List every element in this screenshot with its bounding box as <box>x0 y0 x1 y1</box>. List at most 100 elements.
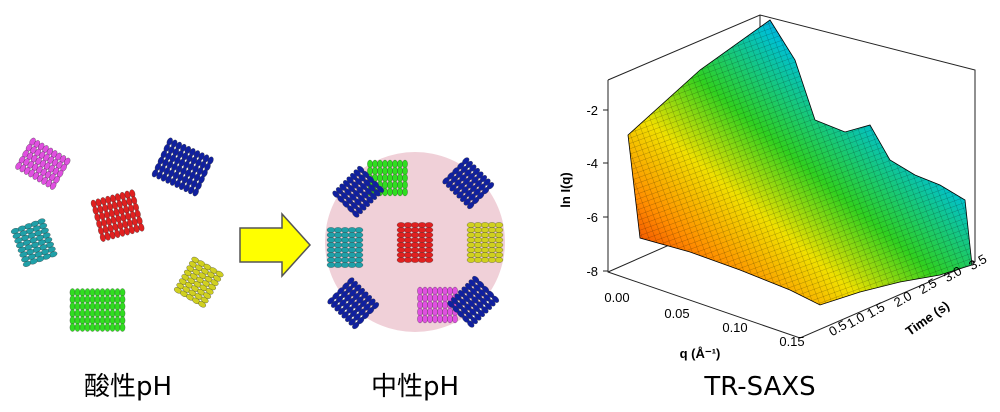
helix-turn <box>396 242 406 248</box>
helix-turn <box>473 232 483 238</box>
helix-turn <box>354 227 364 233</box>
helix-turn <box>473 247 483 253</box>
helix-turn <box>403 252 413 258</box>
helix-turn <box>427 293 433 303</box>
helix-turn <box>452 314 458 324</box>
x-tick-label: 0.15 <box>779 334 804 349</box>
helix-turn <box>79 295 86 304</box>
helix-bundle <box>447 275 500 328</box>
helix-turn <box>99 302 106 311</box>
helix-turn <box>467 201 475 210</box>
helix-turn <box>466 227 476 233</box>
helix-turn <box>410 232 420 238</box>
helix-turn <box>487 237 497 243</box>
helix-turn <box>347 257 357 263</box>
helix-turn <box>119 309 126 318</box>
helix-turn <box>333 247 343 253</box>
helix-turn <box>354 262 364 268</box>
helix-turn <box>427 300 433 310</box>
helix-turn <box>49 182 57 190</box>
helix-turn <box>410 257 420 263</box>
helix-turn <box>74 302 81 311</box>
helix-turn <box>94 295 101 304</box>
helix-turn <box>382 166 388 176</box>
helix-turn <box>99 316 106 325</box>
helix-turn <box>424 257 434 263</box>
helix-turn <box>494 252 504 258</box>
helix-turn <box>452 286 458 296</box>
helix-turn <box>432 300 438 310</box>
helix-turn <box>333 252 343 258</box>
helix-turn <box>376 185 385 193</box>
helix-turn <box>354 232 364 238</box>
helix-turn <box>89 309 96 318</box>
helix-turn <box>387 173 393 183</box>
helix-turn <box>326 262 336 268</box>
helix-turn <box>402 173 408 183</box>
helix-turn <box>387 180 393 190</box>
helix-turn <box>340 252 350 258</box>
helix-turn <box>417 307 423 317</box>
helix-turn <box>403 242 413 248</box>
arrow <box>239 212 312 278</box>
panel-label: TR-SAXS <box>703 372 815 402</box>
helix-turn <box>69 302 76 311</box>
helix-turn <box>437 307 443 317</box>
helix-turn <box>422 286 428 296</box>
helix-turn <box>396 252 406 258</box>
helix-turn <box>396 227 406 233</box>
helix-turn <box>417 300 423 310</box>
helix-turn <box>347 262 357 268</box>
helix-turn <box>494 222 504 228</box>
helix-turn <box>347 237 357 243</box>
helix-turn <box>74 316 81 325</box>
helix-turn <box>89 302 96 311</box>
helix-turn <box>491 295 500 303</box>
helix-turn <box>326 252 336 258</box>
helix-turn <box>487 252 497 258</box>
helix-turn <box>480 227 490 233</box>
time-tick-label: 2.0 <box>891 288 914 310</box>
helix-turn <box>432 293 438 303</box>
helix-turn <box>442 307 448 317</box>
helix-bundle <box>10 218 58 267</box>
helix-turn <box>437 286 443 296</box>
helix-turn <box>466 247 476 253</box>
helix-turn <box>74 323 81 332</box>
helix-turn <box>392 180 398 190</box>
helix-turn <box>367 159 373 169</box>
helix-turn <box>424 237 434 243</box>
helix-turn <box>104 295 111 304</box>
helix-turn <box>69 295 76 304</box>
helix-turn <box>403 222 413 228</box>
helix-turn <box>347 247 357 253</box>
helix-turn <box>480 242 490 248</box>
helix-turn <box>392 166 398 176</box>
helix-turn <box>326 232 336 238</box>
helix-turn <box>114 316 121 325</box>
helix-turn <box>494 227 504 233</box>
surface-mesh <box>628 20 972 305</box>
helix-turn <box>473 242 483 248</box>
helix-turn <box>109 323 116 332</box>
x-axis-label: q (Å⁻¹) <box>680 346 721 361</box>
helix-turn <box>340 247 350 253</box>
helix-bundle <box>90 189 145 242</box>
helix-turn <box>215 270 224 278</box>
helix-turn <box>480 237 490 243</box>
helix-turn <box>79 288 86 297</box>
helix-turn <box>89 316 96 325</box>
helix-bundle <box>466 222 504 263</box>
helix-turn <box>432 286 438 296</box>
helix-turn <box>417 237 427 243</box>
helix-turn <box>109 288 116 297</box>
helix-turn <box>326 247 336 253</box>
helix-turn <box>422 293 428 303</box>
helix-turn <box>99 323 106 332</box>
helix-turn <box>427 286 433 296</box>
helix-turn <box>104 323 111 332</box>
helix-turn <box>119 323 126 332</box>
helix-turn <box>114 302 121 311</box>
helix-turn <box>347 227 357 233</box>
helix-turn <box>494 247 504 253</box>
